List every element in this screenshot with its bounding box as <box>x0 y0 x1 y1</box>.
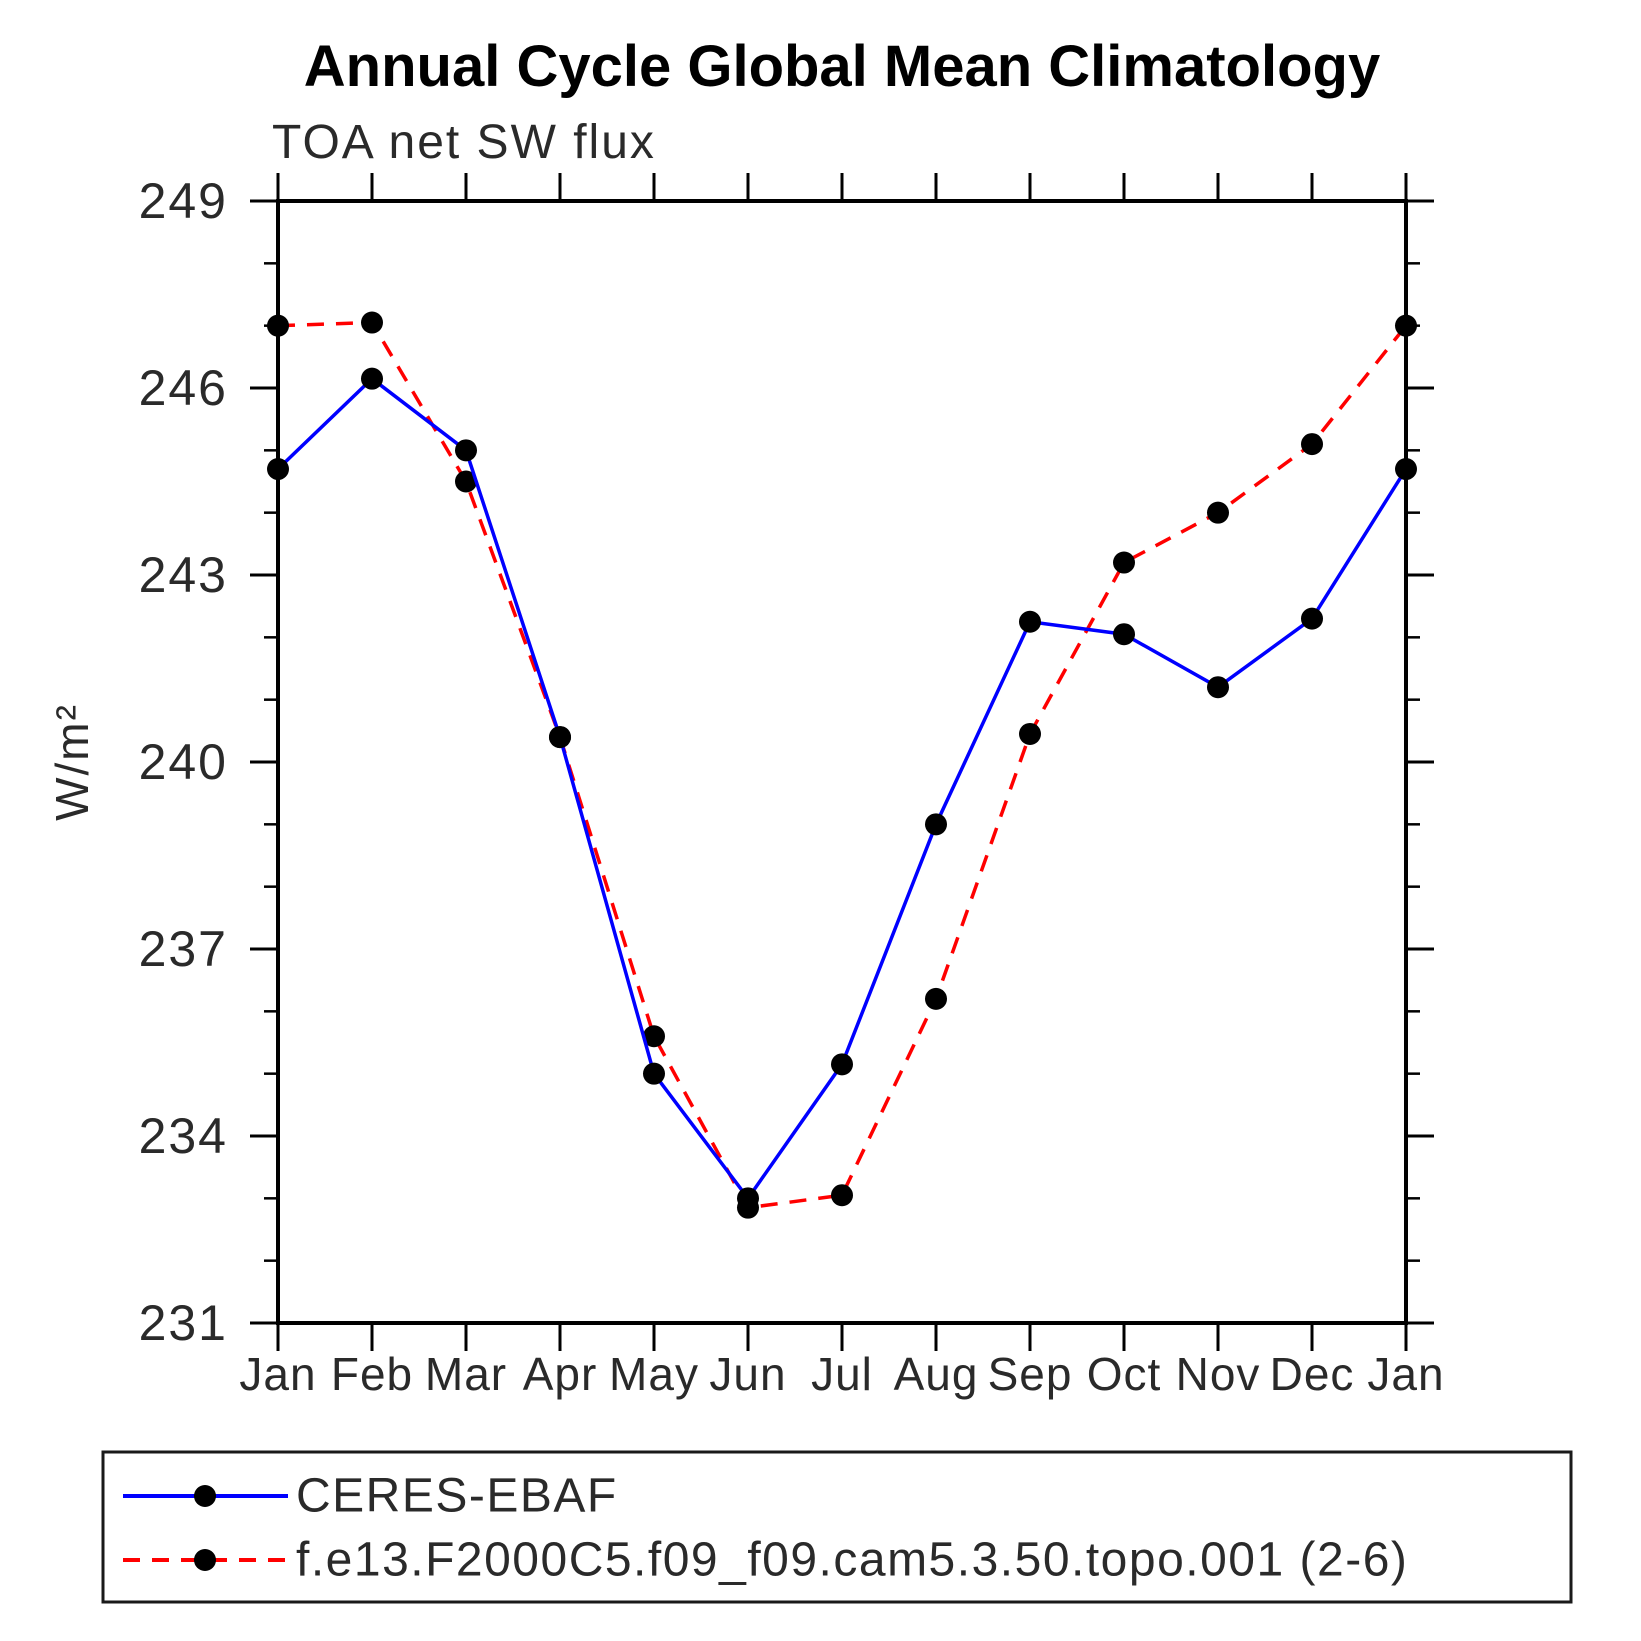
legend-marker-ceres <box>194 1485 216 1507</box>
x-tick-label: Oct <box>1087 1348 1162 1400</box>
data-point-marker <box>455 439 477 462</box>
data-point-marker <box>643 1025 665 1048</box>
x-tick-label: May <box>609 1348 699 1400</box>
data-point-marker <box>1019 722 1041 745</box>
legend: CERES-EBAF f.e13.F2000C5.f09_f09.cam5.3.… <box>101 1450 1573 1604</box>
data-point-marker <box>267 458 289 481</box>
y-tick-label: 231 <box>139 1295 228 1351</box>
data-point-marker <box>1301 607 1323 630</box>
data-point-marker <box>267 314 289 337</box>
data-point-marker <box>831 1184 853 1207</box>
data-point-marker <box>925 813 947 836</box>
data-point-marker <box>1113 551 1135 574</box>
data-point-marker <box>1113 623 1135 646</box>
legend-marker-model <box>194 1549 216 1571</box>
data-point-marker <box>1019 610 1041 633</box>
y-tick-label: 249 <box>139 173 228 229</box>
x-tick-label: Jun <box>709 1348 786 1400</box>
x-tick-label: Dec <box>1270 1348 1355 1400</box>
data-point-marker <box>1395 314 1417 337</box>
data-point-marker <box>1207 501 1229 524</box>
data-point-marker <box>361 311 383 334</box>
legend-label-ceres: CERES-EBAF <box>296 1470 618 1523</box>
data-point-marker <box>925 987 947 1010</box>
y-tick-label: 243 <box>139 547 228 603</box>
series-lines <box>267 311 1417 1219</box>
axes: 231 234 237 240 243 246 249 Jan Feb Mar Apr May Jun J… <box>139 173 1444 1400</box>
legend-label-model: f.e13.F2000C5.f09_f09.cam5.3.50.topo.001… <box>296 1534 1408 1587</box>
data-point-marker <box>455 470 477 493</box>
data-point-marker <box>643 1062 665 1085</box>
x-tick-label: Apr <box>523 1348 598 1400</box>
y-tick-label: 240 <box>139 734 228 790</box>
data-point-marker <box>361 367 383 390</box>
plot-frame <box>276 199 1408 1325</box>
x-tick-label: Jan <box>239 1348 316 1400</box>
x-tick-label: Feb <box>331 1348 413 1400</box>
x-tick-label: Aug <box>894 1348 979 1400</box>
x-tick-label: Nov <box>1176 1348 1261 1400</box>
x-tick-label: Jan <box>1367 1348 1444 1400</box>
series-line-ceres <box>276 376 1408 1202</box>
chart-subtitle: TOA net SW flux <box>272 116 656 169</box>
x-tick-label: Sep <box>988 1348 1073 1400</box>
data-point-marker <box>1207 676 1229 699</box>
legend-box <box>101 1450 1573 1604</box>
x-tick-label: Mar <box>425 1348 507 1400</box>
data-point-marker <box>831 1053 853 1076</box>
data-point-marker <box>737 1187 759 1210</box>
y-axis-label: W/m² <box>46 703 98 821</box>
x-tick-label: Jul <box>811 1348 873 1400</box>
y-tick-label: 234 <box>139 1108 228 1164</box>
chart-title: Annual Cycle Global Mean Climatology <box>304 34 1380 99</box>
data-point-marker <box>1301 433 1323 456</box>
data-point-marker <box>1395 458 1417 481</box>
y-tick-label: 246 <box>139 360 228 416</box>
data-point-marker <box>549 726 571 749</box>
y-tick-label: 237 <box>139 921 228 977</box>
